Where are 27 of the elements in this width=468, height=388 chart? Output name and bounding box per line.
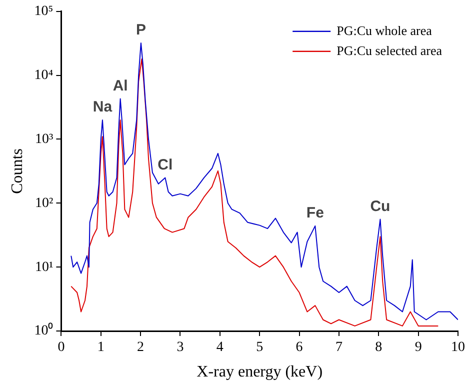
annotation: Cl <box>158 156 173 174</box>
x-tick-label: 6 <box>296 340 303 356</box>
x-tick-label: 5 <box>256 340 264 356</box>
annotation: Na <box>92 98 113 116</box>
x-tick-label: 9 <box>414 340 422 356</box>
x-axis-title: X-ray energy (keV) <box>196 364 323 381</box>
x-tick-label: 1 <box>97 340 104 356</box>
x-tick-label: 10 <box>451 340 465 356</box>
annotation: Fe <box>306 204 324 222</box>
legend-label: PG:Cu whole area <box>336 22 432 38</box>
y-tick-label: 10¹ <box>34 260 54 275</box>
x-tick-label: 7 <box>335 340 342 356</box>
annotation: Al <box>112 77 128 94</box>
annotation: Cu <box>370 198 390 215</box>
x-tick-label: 4 <box>216 340 224 356</box>
x-tick-label: 0 <box>58 340 65 356</box>
y-axis-title: Counts <box>8 148 26 194</box>
legend-label: PG:Cu selected area <box>336 42 442 58</box>
y-tick-label: 10² <box>34 196 54 211</box>
annotation: P <box>136 22 146 39</box>
y-tick-label: 10⁵ <box>34 4 54 20</box>
y-tick-label: 10⁰ <box>34 322 54 339</box>
y-tick-label: 10⁴ <box>34 68 54 83</box>
x-tick-label: 8 <box>375 340 382 356</box>
y-tick-label: 10³ <box>34 132 54 147</box>
x-tick-label: 3 <box>176 340 184 356</box>
x-tick-label: 2 <box>137 340 144 356</box>
